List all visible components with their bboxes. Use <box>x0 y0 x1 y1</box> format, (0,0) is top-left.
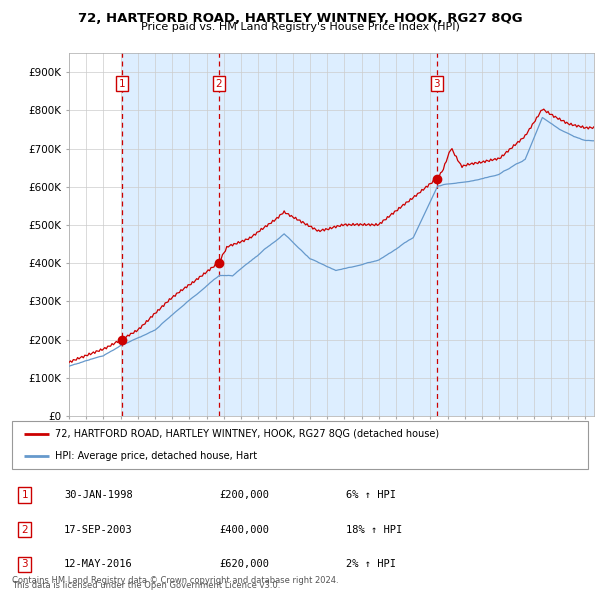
Text: 30-JAN-1998: 30-JAN-1998 <box>64 490 133 500</box>
FancyBboxPatch shape <box>12 421 588 469</box>
Text: This data is licensed under the Open Government Licence v3.0.: This data is licensed under the Open Gov… <box>12 581 280 590</box>
Text: Contains HM Land Registry data © Crown copyright and database right 2024.: Contains HM Land Registry data © Crown c… <box>12 576 338 585</box>
Text: 17-SEP-2003: 17-SEP-2003 <box>64 525 133 535</box>
Text: 72, HARTFORD ROAD, HARTLEY WINTNEY, HOOK, RG27 8QG: 72, HARTFORD ROAD, HARTLEY WINTNEY, HOOK… <box>77 12 523 25</box>
Text: 6% ↑ HPI: 6% ↑ HPI <box>346 490 396 500</box>
Text: Price paid vs. HM Land Registry's House Price Index (HPI): Price paid vs. HM Land Registry's House … <box>140 22 460 32</box>
Text: 2: 2 <box>22 525 28 535</box>
Text: 3: 3 <box>22 559 28 569</box>
Text: 12-MAY-2016: 12-MAY-2016 <box>64 559 133 569</box>
Text: £200,000: £200,000 <box>220 490 269 500</box>
Text: 1: 1 <box>119 78 125 88</box>
Text: 18% ↑ HPI: 18% ↑ HPI <box>346 525 403 535</box>
Text: 2: 2 <box>215 78 222 88</box>
Text: 1: 1 <box>22 490 28 500</box>
Bar <box>122 53 219 416</box>
Text: 2% ↑ HPI: 2% ↑ HPI <box>346 559 396 569</box>
Bar <box>219 53 437 416</box>
Text: 72, HARTFORD ROAD, HARTLEY WINTNEY, HOOK, RG27 8QG (detached house): 72, HARTFORD ROAD, HARTLEY WINTNEY, HOOK… <box>55 429 439 439</box>
Text: £400,000: £400,000 <box>220 525 269 535</box>
Bar <box>437 53 594 416</box>
Text: HPI: Average price, detached house, Hart: HPI: Average price, detached house, Hart <box>55 451 257 461</box>
Text: £620,000: £620,000 <box>220 559 269 569</box>
Text: 3: 3 <box>433 78 440 88</box>
